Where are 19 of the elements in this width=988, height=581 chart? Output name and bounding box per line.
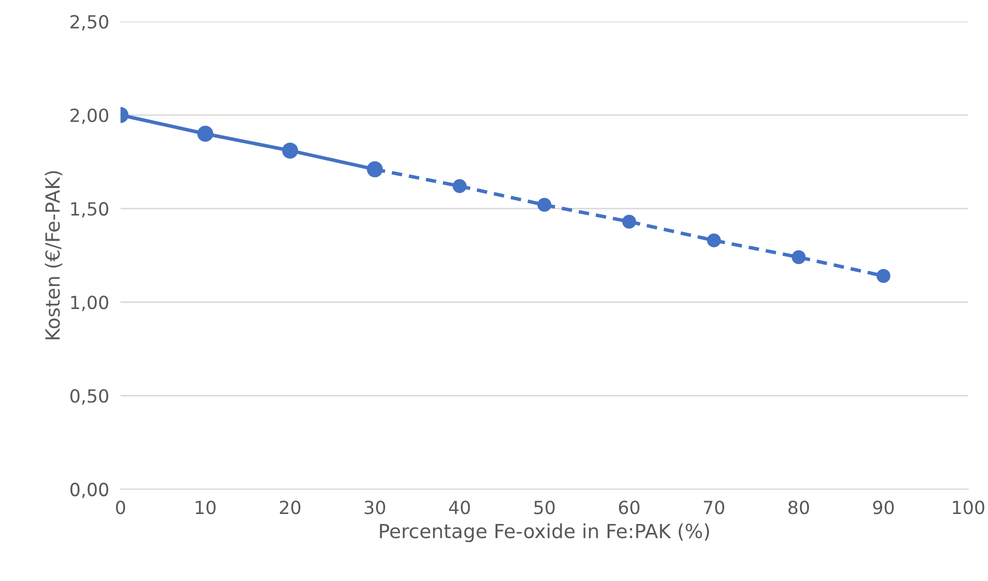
- x-tick-label: 30: [364, 500, 386, 514]
- y-tick-label: 1,50: [71, 202, 108, 218]
- x-tick-label: 0: [116, 500, 126, 514]
- y-tick-label: 1,00: [71, 296, 108, 312]
- x-axis-title: Percentage Fe-oxide in Fe:PAK (%): [380, 523, 710, 542]
- x-tick-label: 20: [280, 500, 300, 514]
- y-tick-label: 0,00: [70, 482, 108, 498]
- x-tick-label: 50: [534, 500, 555, 514]
- x-tick-label: 80: [788, 500, 809, 514]
- x-tick-label: 70: [704, 500, 724, 514]
- x-tick-label: 40: [449, 500, 470, 514]
- x-tick-label: 100: [952, 500, 984, 514]
- y-tick-label: 2,50: [70, 14, 108, 30]
- y-axis-title: Kosten (€/Fe-PAK): [44, 171, 62, 340]
- y-tick-label: 0,50: [70, 389, 108, 405]
- x-tick-label: 60: [618, 500, 640, 514]
- y-tick-label: 2,00: [70, 108, 108, 124]
- x-tick-label: 10: [196, 500, 216, 514]
- x-tick-label: 90: [873, 500, 894, 514]
